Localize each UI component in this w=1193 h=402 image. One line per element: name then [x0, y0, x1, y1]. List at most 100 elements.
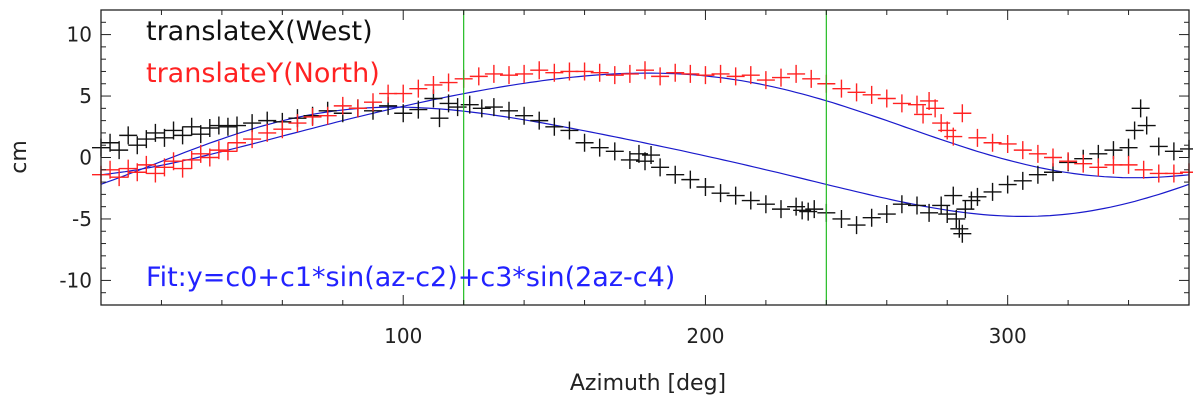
- data-point-series-1: [200, 148, 219, 167]
- data-point-series-0: [1149, 137, 1168, 156]
- data-point-series-1: [1104, 155, 1123, 174]
- data-point-series-0: [920, 203, 939, 222]
- data-point-series-1: [862, 85, 881, 104]
- data-point-series-1: [545, 63, 564, 82]
- fit-equation-annotation: Fit:y=c0+c1*sin(az-c2)+c3*sin(2az-c4): [146, 262, 675, 293]
- data-point-series-0: [200, 119, 219, 137]
- data-point-series-1: [1089, 158, 1108, 177]
- data-point-series-0: [892, 195, 911, 214]
- data-point-series-1: [1059, 152, 1078, 171]
- data-point-series-1: [258, 123, 277, 142]
- data-point-series-1: [1149, 164, 1168, 183]
- y-tick-label: 10: [67, 23, 92, 47]
- data-point-series-1: [191, 144, 210, 163]
- data-point-series-1: [787, 64, 806, 83]
- data-point-series-0: [666, 165, 685, 184]
- x-tick-label: 200: [686, 324, 724, 348]
- data-point-series-0: [1137, 116, 1156, 135]
- data-point-series-0: [191, 125, 210, 144]
- data-point-series-0: [128, 136, 147, 155]
- data-point-series-1: [651, 67, 670, 86]
- data-point-series-0: [908, 196, 926, 215]
- data-point-series-1: [666, 63, 685, 82]
- data-point-series-1: [137, 155, 156, 174]
- data-point-series-0: [983, 182, 1002, 201]
- data-point-series-1: [318, 106, 337, 125]
- data-point-series-0: [590, 138, 609, 157]
- data-point-series-1: [484, 64, 503, 83]
- data-point-series-0: [243, 114, 262, 133]
- y-tick-label: 0: [79, 146, 92, 170]
- data-point-series-0: [394, 104, 413, 123]
- data-point-series-0: [681, 170, 700, 189]
- data-point-series-1: [303, 107, 322, 126]
- data-point-series-1: [1013, 141, 1032, 160]
- data-point-series-0: [642, 146, 661, 165]
- data-point-series-1: [1028, 144, 1047, 163]
- data-point-series-0: [862, 208, 881, 227]
- data-point-series-1: [998, 134, 1017, 153]
- fit-lines: [100, 72, 1190, 217]
- data-point-series-1: [1044, 148, 1062, 167]
- data-point-series-1: [926, 99, 945, 118]
- y-tick-labels: 10 5 0 -5 -10: [59, 23, 92, 293]
- data-point-series-0: [832, 209, 851, 228]
- data-point-series-0: [741, 191, 760, 210]
- data-point-series-0: [877, 205, 896, 224]
- data-point-series-1: [711, 64, 730, 83]
- data-point-series-0: [1180, 139, 1193, 158]
- x-tick-label: 100: [384, 324, 422, 348]
- data-point-series-1: [847, 83, 866, 102]
- data-point-series-1: [983, 133, 1002, 152]
- data-point-series-0: [218, 117, 237, 136]
- y-tick-label: -10: [59, 268, 92, 292]
- data-point-series-1: [1119, 155, 1138, 174]
- data-point-series-1: [209, 141, 228, 160]
- data-point-series-0: [998, 175, 1017, 194]
- data-point-series-0: [772, 200, 790, 219]
- x-tick-labels: 100 200 300: [384, 324, 1027, 348]
- data-point-series-0: [950, 219, 969, 238]
- y-axis-title: cm: [7, 140, 32, 174]
- data-point-series-1: [164, 152, 183, 171]
- data-point-series-1: [696, 66, 715, 85]
- data-point-series-0: [173, 126, 192, 145]
- data-point-series-1: [908, 95, 926, 114]
- data-point-series-0: [110, 141, 129, 160]
- legend-label-west: translateX(West): [146, 16, 373, 47]
- data-point-series-1: [409, 79, 428, 98]
- data-point-series-0: [938, 205, 957, 224]
- data-point-series-0: [947, 209, 966, 228]
- data-point-series-0: [726, 186, 745, 205]
- data-point-series-0: [182, 117, 201, 136]
- data-point-series-1: [394, 84, 413, 103]
- data-point-series-1: [333, 96, 352, 115]
- data-point-series-0: [430, 109, 449, 128]
- data-point-series-1: [500, 66, 518, 85]
- data-point-series-0: [847, 216, 866, 235]
- data-point-series-1: [802, 69, 821, 88]
- data-point-series-0: [953, 224, 972, 243]
- data-point-series-1: [364, 93, 382, 112]
- data-point-series-1: [110, 168, 129, 187]
- data-point-series-0: [472, 99, 491, 118]
- data-point-series-1: [1074, 154, 1093, 173]
- data-point-series-0: [575, 133, 594, 152]
- data-point-series-1: [288, 114, 307, 133]
- data-point-series-1: [832, 79, 851, 98]
- data-point-series-1: [379, 84, 398, 103]
- y-tick-label: 5: [79, 84, 92, 108]
- data-point-series-1: [756, 71, 775, 90]
- data-point-series-0: [155, 128, 174, 147]
- data-point-series-0: [484, 98, 503, 117]
- data-point-series-1: [182, 150, 201, 169]
- data-point-series-0: [228, 116, 246, 135]
- data-point-series-1: [128, 163, 147, 182]
- data-point-series-0: [756, 195, 775, 214]
- data-point-series-1: [218, 142, 237, 161]
- data-point-series-1: [914, 105, 933, 124]
- data-point-series-1: [741, 66, 760, 85]
- data-point-series-0: [164, 121, 183, 140]
- data-point-series-1: [968, 128, 987, 147]
